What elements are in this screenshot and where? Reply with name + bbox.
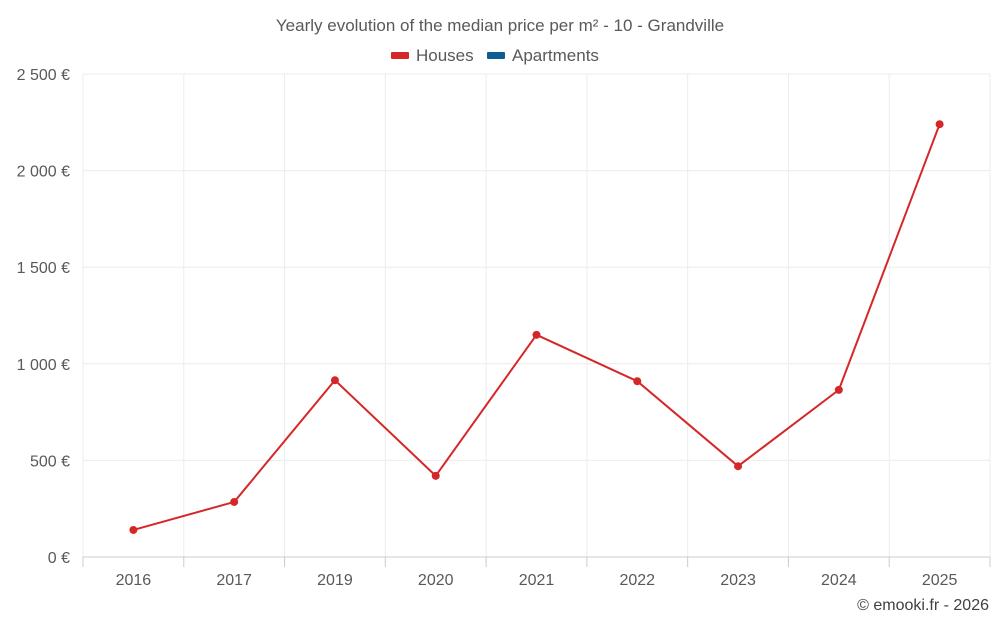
data-point-houses-2016[interactable] (129, 525, 138, 534)
x-tick-label: 2019 (317, 572, 353, 589)
x-tick-label: 2017 (216, 572, 252, 589)
y-tick-label: 1 500 € (17, 260, 70, 277)
legend-label-apartments: Apartments (512, 46, 599, 65)
data-point-houses-2022[interactable] (633, 377, 642, 386)
x-tick-label: 2025 (922, 572, 958, 589)
axes: 0 € 500 € 1 000 € 1 500 € 2 000 € 2 500 € 2016… (17, 67, 991, 589)
x-tick-label: 2016 (116, 572, 152, 589)
y-tick-label: 2 500 € (17, 67, 70, 84)
data-point-houses-2024[interactable] (834, 385, 843, 394)
data-point-houses-2019[interactable] (330, 376, 339, 385)
y-tick-label: 500 € (30, 453, 70, 470)
legend-item-houses[interactable]: Houses (391, 46, 474, 65)
series-layer (129, 120, 944, 534)
data-point-houses-2021[interactable] (532, 330, 541, 339)
legend-swatch-apartments (487, 52, 505, 59)
credit-text: © emooki.fr - 2026 (857, 597, 989, 614)
x-tick-label: 2020 (418, 572, 454, 589)
legend-item-apartments[interactable]: Apartments (487, 46, 599, 65)
series-line-houses (133, 123, 941, 531)
y-tick-label: 2 000 € (17, 164, 70, 181)
x-tick-label: 2023 (720, 572, 756, 589)
legend-label-houses: Houses (416, 46, 474, 65)
data-point-houses-2023[interactable] (734, 462, 743, 471)
legend: Houses Apartments (391, 46, 599, 65)
x-tick-label: 2024 (821, 572, 857, 589)
y-tick-label: 0 € (48, 550, 70, 567)
grid (82, 73, 991, 557)
data-point-houses-2020[interactable] (431, 471, 440, 480)
data-point-houses-2017[interactable] (230, 497, 239, 506)
legend-swatch-houses (391, 52, 409, 59)
y-tick-label: 1 000 € (17, 357, 70, 374)
data-point-houses-2025[interactable] (935, 120, 944, 129)
x-tick-label: 2021 (519, 572, 555, 589)
x-tick-label: 2022 (619, 572, 655, 589)
chart-title: Yearly evolution of the median price per… (276, 16, 724, 35)
